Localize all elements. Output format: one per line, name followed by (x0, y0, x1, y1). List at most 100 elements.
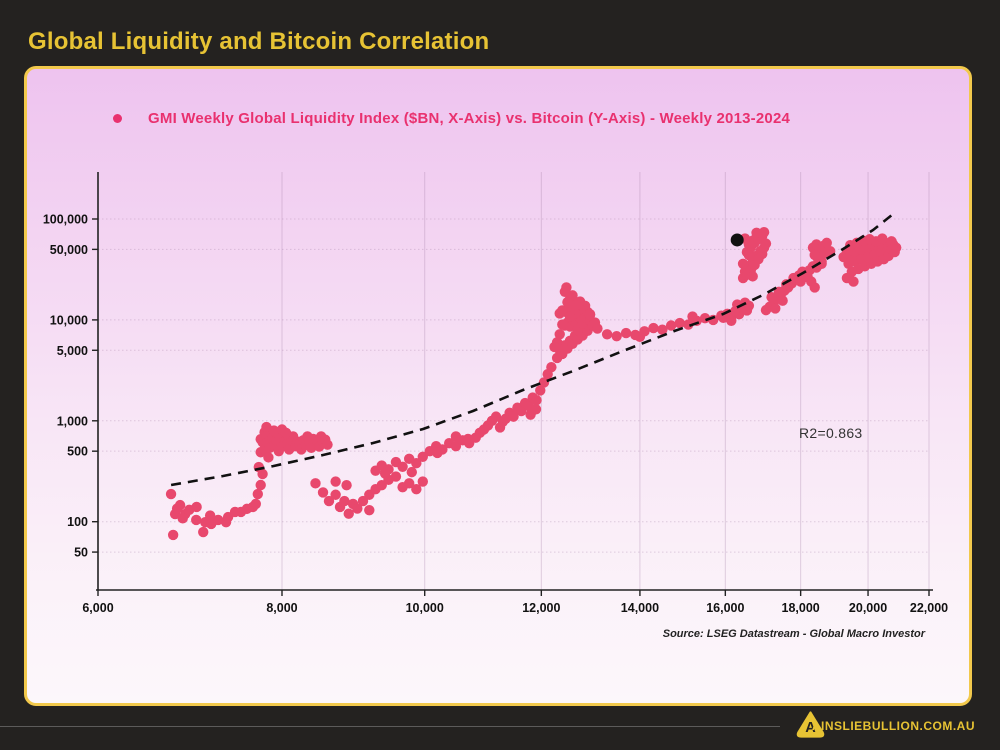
data-point (379, 468, 391, 479)
data-point (766, 291, 777, 303)
data-point (339, 495, 350, 507)
x-tick-label: 6,000 (82, 601, 113, 615)
data-point (848, 276, 859, 287)
x-tick-label: 8,000 (266, 601, 297, 615)
data-point (683, 319, 694, 330)
y-tick-label: 500 (67, 445, 88, 459)
data-point (751, 227, 762, 238)
data-point (317, 487, 329, 498)
trendline (170, 212, 894, 487)
data-point (557, 319, 568, 330)
data-point (322, 439, 333, 450)
data-point (777, 295, 788, 306)
data-point (516, 405, 527, 417)
data-point (450, 441, 462, 452)
y-tick-label: 100,000 (43, 213, 88, 227)
data-point (411, 483, 422, 495)
data-point (341, 480, 352, 491)
data-point (397, 461, 408, 473)
data-point (570, 299, 582, 311)
x-tick-label: 20,000 (849, 601, 887, 615)
data-point (687, 311, 698, 322)
data-point (411, 457, 422, 469)
data-point (450, 431, 462, 442)
data-point (770, 303, 781, 314)
data-point (343, 508, 354, 519)
y-tick-label: 100 (67, 515, 88, 529)
r2-annotation: R2=0.863 (799, 425, 863, 441)
data-point (323, 495, 335, 507)
data-point (758, 226, 770, 238)
data-point (726, 315, 737, 326)
data-point (417, 451, 428, 462)
data-point (592, 323, 603, 334)
legend-marker-icon (113, 114, 122, 123)
data-point (657, 324, 668, 335)
chart-legend: GMI Weekly Global Liquidity Index ($BN, … (113, 110, 790, 127)
y-tick-label: 1,000 (57, 414, 88, 428)
data-point (191, 501, 202, 513)
data-point (250, 498, 262, 510)
data-point (462, 433, 474, 445)
data-point (432, 447, 443, 459)
data-point (390, 471, 402, 482)
data-point (584, 308, 596, 320)
data-point (562, 296, 573, 308)
data-point (330, 489, 341, 500)
data-point (564, 311, 576, 322)
data-point (554, 329, 565, 340)
data-point (549, 341, 560, 353)
data-point (280, 427, 292, 439)
data-point (737, 258, 749, 269)
footer-site-url: AINSLIEBULLION.COM.AU (811, 719, 975, 733)
data-point (773, 286, 785, 297)
data-point (167, 529, 179, 541)
data-point (674, 317, 685, 329)
x-tick-label: 10,000 (406, 601, 444, 615)
highlight-point (730, 233, 744, 247)
y-tick-label: 10,000 (50, 313, 88, 327)
data-point (809, 282, 820, 293)
data-point (611, 330, 622, 342)
data-point (601, 329, 613, 340)
x-tick-label: 22,000 (910, 601, 948, 615)
x-tick-label: 16,000 (706, 601, 744, 615)
data-point (546, 361, 557, 373)
data-point (620, 327, 632, 339)
data-point (204, 510, 216, 521)
data-point (263, 452, 274, 463)
chart-panel: GMI Weekly Global Liquidity Index ($BN, … (24, 66, 972, 706)
data-point (535, 385, 546, 396)
data-point (406, 466, 417, 478)
data-point (816, 258, 827, 269)
data-point (364, 505, 375, 516)
data-point (508, 411, 519, 422)
x-tick-label: 12,000 (522, 601, 560, 615)
data-point (417, 476, 428, 487)
data-point (530, 404, 542, 415)
data-point (665, 320, 677, 331)
data-point (177, 513, 188, 524)
data-point (310, 478, 321, 489)
data-point (887, 239, 899, 250)
footer-divider (0, 726, 780, 727)
x-tick-label: 18,000 (782, 601, 820, 615)
x-tick-label: 14,000 (621, 601, 659, 615)
data-point (212, 514, 224, 526)
data-point (357, 495, 369, 507)
data-point (634, 331, 646, 342)
data-point (330, 476, 341, 487)
y-tick-label: 50 (74, 546, 88, 560)
data-point (821, 237, 832, 249)
data-point (743, 249, 755, 261)
page-title: Global Liquidity and Bitcoin Correlation (28, 28, 490, 55)
data-point (198, 526, 209, 538)
svg-text:A: A (805, 720, 816, 736)
y-tick-label: 5,000 (57, 344, 88, 358)
data-point (191, 514, 202, 526)
data-point (648, 322, 659, 334)
source-attribution: Source: LSEG Datastream - Global Macro I… (662, 628, 925, 640)
data-point (403, 478, 415, 489)
data-point (252, 488, 264, 500)
data-point (747, 271, 758, 282)
